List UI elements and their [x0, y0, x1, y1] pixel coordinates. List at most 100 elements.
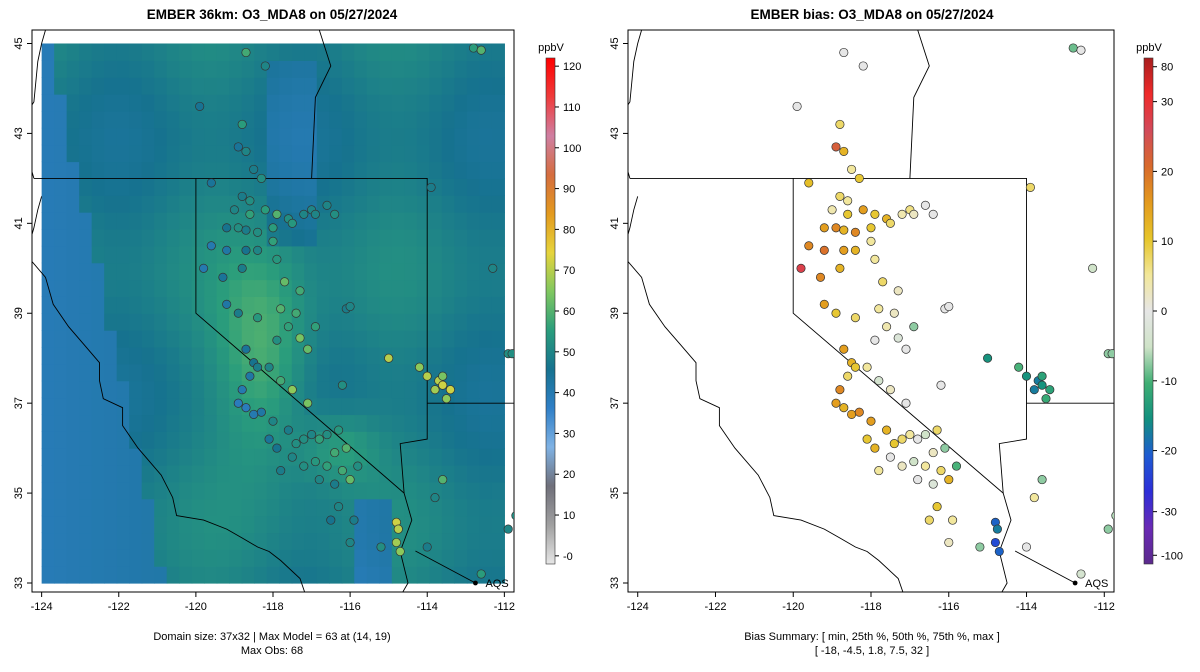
grid-cell	[291, 448, 305, 466]
grid-cell	[366, 414, 380, 432]
grid-cell	[41, 448, 55, 466]
grid-cell	[91, 94, 105, 112]
grid-cell	[154, 212, 168, 230]
grid-cell	[304, 144, 318, 163]
site-marker	[1021, 542, 1032, 552]
coastline	[32, 196, 306, 592]
grid-cell	[229, 498, 243, 517]
grid-cell	[141, 77, 155, 95]
grid-cell	[391, 110, 405, 129]
grid-cell	[54, 346, 68, 365]
grid-cell	[91, 431, 105, 449]
grid-cell	[104, 77, 118, 95]
grid-cell	[491, 161, 505, 179]
site-marker	[940, 443, 950, 453]
grid-cell	[179, 127, 193, 146]
coastline	[628, 196, 904, 592]
site-marker	[951, 461, 962, 471]
site-marker	[241, 344, 251, 354]
grid-cell	[429, 144, 443, 163]
grid-cell	[129, 498, 143, 517]
grid-cell	[179, 380, 193, 399]
colorbar-tick-label: 20	[1161, 166, 1173, 178]
grid-cell	[91, 515, 105, 534]
grid-cell	[54, 94, 68, 112]
grid-cell	[491, 414, 505, 432]
grid-cell	[41, 431, 55, 449]
grid-cell	[254, 127, 268, 146]
grid-cell	[54, 296, 68, 314]
site-marker	[488, 263, 498, 273]
grid-cell	[266, 262, 280, 281]
grid-cell	[254, 532, 268, 550]
nevada-border	[311, 177, 428, 494]
site-marker	[445, 385, 455, 395]
grid-cell	[491, 77, 505, 95]
x-tick-label: -122	[108, 601, 130, 613]
grid-cell	[216, 431, 230, 449]
site-marker	[1014, 362, 1024, 372]
grid-cell	[416, 346, 430, 365]
grid-cell	[466, 144, 480, 163]
grid-cell	[316, 94, 330, 112]
grid-cell	[491, 481, 505, 500]
grid-cell	[204, 414, 218, 432]
grid-cell	[191, 195, 205, 213]
grid-cell	[166, 296, 180, 314]
grid-cell	[166, 245, 180, 264]
site-marker	[299, 461, 309, 471]
grid-cell	[54, 43, 68, 61]
grid-cell	[491, 515, 505, 534]
grid-cell	[204, 380, 218, 399]
grid-cell	[466, 566, 480, 584]
grid-cell	[341, 448, 355, 466]
california-border	[629, 177, 1012, 592]
grid-cell	[416, 262, 430, 281]
grid-cell	[254, 262, 268, 281]
grid-cell	[429, 498, 443, 517]
grid-cell	[491, 178, 505, 196]
grid-cell	[466, 127, 480, 146]
grid-cell	[341, 127, 355, 146]
site-marker	[936, 466, 946, 476]
grid-cell	[254, 178, 268, 196]
grid-cell	[166, 127, 180, 146]
grid-cell	[366, 380, 380, 399]
site-marker	[889, 439, 899, 449]
grid-cell	[91, 397, 105, 416]
grid-cell	[179, 566, 193, 584]
site-marker	[994, 546, 1004, 557]
grid-cell	[104, 228, 118, 247]
site-marker	[1029, 385, 1039, 395]
grid-cell	[54, 60, 68, 78]
grid-cell	[154, 228, 168, 247]
grid-cell	[354, 43, 368, 61]
grid-cell	[141, 60, 155, 78]
x-tick-label: -112	[1094, 601, 1115, 613]
grid-cell	[304, 498, 318, 517]
grid-cell	[366, 245, 380, 264]
grid-cell	[66, 94, 80, 112]
grid-cell	[129, 178, 143, 196]
grid-cell	[479, 346, 493, 365]
grid-cell	[216, 481, 230, 500]
y-tick-label: 39	[609, 307, 621, 319]
grid-cell	[129, 414, 143, 432]
site-marker	[291, 308, 301, 318]
grid-cell	[454, 262, 468, 281]
site-marker	[920, 461, 930, 471]
site-marker	[827, 205, 837, 215]
grid-cell	[216, 498, 230, 517]
grid-cell	[279, 110, 293, 129]
grid-cell	[429, 110, 443, 129]
grid-cell	[66, 296, 80, 314]
grid-cell	[454, 532, 468, 550]
grid-cell	[416, 60, 430, 78]
grid-cell	[129, 228, 143, 247]
grid-cell	[279, 498, 293, 517]
grid-cell	[479, 397, 493, 416]
grid-cell	[229, 330, 243, 348]
site-marker	[222, 223, 232, 233]
grid-cell	[304, 60, 318, 78]
coastline-north	[32, 30, 46, 179]
